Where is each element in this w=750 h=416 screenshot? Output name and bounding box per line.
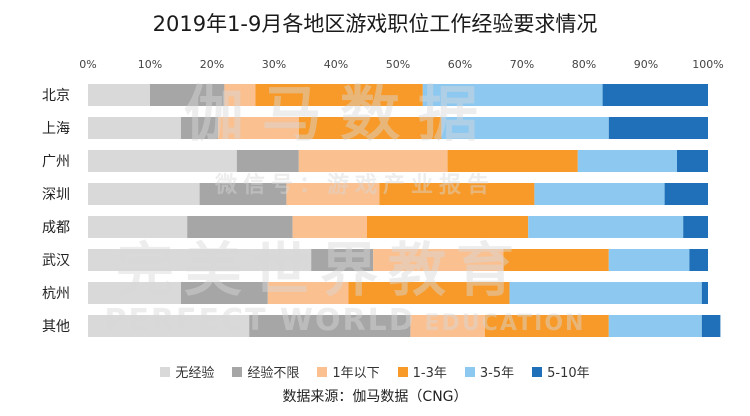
bar-segment — [503, 249, 609, 271]
legend-swatch — [317, 366, 328, 377]
category-label: 深圳 — [42, 187, 70, 203]
bar-segment — [292, 216, 367, 238]
legend-label: 1年以下 — [332, 366, 380, 381]
bar-segment — [88, 249, 312, 271]
x-tick-label: 20% — [200, 58, 224, 71]
legend-item: 1年以下 — [317, 362, 380, 381]
bar-segment — [199, 183, 287, 205]
x-tick-label: 50% — [386, 58, 410, 71]
bar-segment — [218, 117, 299, 139]
category-label: 杭州 — [42, 286, 70, 302]
bar-segment — [422, 84, 603, 106]
bar-segment — [664, 183, 708, 205]
legend-swatch — [232, 366, 243, 377]
bar-segment — [689, 249, 708, 271]
bar-segment — [447, 150, 578, 172]
x-tick-label: 10% — [138, 58, 162, 71]
bar-segment — [528, 216, 684, 238]
x-tick-label: 30% — [262, 58, 286, 71]
x-tick-label: 70% — [510, 58, 534, 71]
bar-segment — [509, 282, 702, 304]
bar-segment — [236, 150, 299, 172]
category-label: 其他 — [42, 319, 70, 335]
bar-segment — [150, 84, 225, 106]
legend-item: 1-3年 — [397, 362, 447, 381]
bar-segment — [249, 315, 411, 337]
chart-legend: 无经验 经验不限 1年以下 1-3年 3-5年 5-10年 — [0, 362, 750, 381]
watermark-text: EDUCATION — [425, 311, 586, 336]
legend-label: 3-5年 — [479, 366, 515, 381]
bar-segment — [348, 282, 510, 304]
category-label: 武汉 — [42, 253, 70, 269]
bar-segment — [181, 282, 268, 304]
bar-segment — [88, 84, 150, 106]
bar-segment — [602, 84, 708, 106]
legend-item: 经验不限 — [232, 362, 299, 381]
bar-segment — [224, 84, 256, 106]
x-tick-label: 60% — [448, 58, 472, 71]
bar-segment — [367, 216, 529, 238]
legend-item: 5-10年 — [532, 362, 590, 381]
bar-segment — [298, 117, 442, 139]
bar-segment — [373, 249, 504, 271]
bar-segment — [311, 249, 374, 271]
bar-segment — [88, 315, 250, 337]
watermark-text: 完美世界教育 — [116, 236, 524, 304]
bar-segment — [255, 84, 423, 106]
legend-item: 无经验 — [160, 362, 214, 381]
legend-label: 无经验 — [175, 366, 215, 381]
bar-segment — [88, 117, 181, 139]
watermark-text: 伽马数据 — [184, 80, 496, 150]
watermark-text: PERFECT WORLD — [104, 303, 415, 338]
source-note: 数据来源：伽马数据（CNG） — [282, 389, 468, 405]
x-tick-label: 0% — [79, 58, 96, 71]
bar-segment — [88, 216, 188, 238]
x-tick-label: 80% — [572, 58, 596, 71]
legend-swatch — [397, 366, 408, 377]
category-label: 广州 — [42, 154, 70, 170]
x-tick-label: 90% — [634, 58, 658, 71]
legend-swatch — [160, 366, 171, 377]
bar-segment — [88, 282, 181, 304]
legend-label: 1-3年 — [412, 366, 447, 381]
bar-segment — [701, 282, 708, 304]
watermark-text: 微信号：游戏产业报告 — [214, 172, 495, 198]
bar-segment — [608, 249, 690, 271]
bar-segment — [441, 117, 609, 139]
bar-segment — [286, 183, 380, 205]
bar-segment — [608, 315, 702, 337]
bar-segment — [298, 150, 448, 172]
category-label: 上海 — [42, 121, 70, 137]
legend-label: 经验不限 — [247, 366, 300, 381]
legend-swatch — [464, 366, 475, 377]
x-tick-label: 100% — [692, 58, 723, 71]
legend-label: 5-10年 — [547, 366, 590, 381]
legend-swatch — [532, 366, 543, 377]
bar-segment — [534, 183, 665, 205]
bar-segment — [484, 315, 609, 337]
bar-segment — [88, 150, 237, 172]
bar-segment — [181, 117, 219, 139]
bar-segment — [267, 282, 349, 304]
category-label: 北京 — [42, 88, 70, 104]
category-label: 成都 — [42, 220, 70, 236]
chart-title: 2019年1-9月各地区游戏职位工作经验要求情况 — [152, 12, 598, 36]
bar-segment — [683, 216, 708, 238]
bar-segment — [410, 315, 485, 337]
bar-segment — [187, 216, 293, 238]
x-tick-label: 40% — [324, 58, 348, 71]
bar-segment — [701, 315, 721, 337]
bar-segment — [577, 150, 677, 172]
bar-segment — [88, 183, 200, 205]
bar-segment — [379, 183, 535, 205]
legend-item: 3-5年 — [464, 362, 515, 381]
bar-segment — [677, 150, 708, 172]
bar-segment — [608, 117, 708, 139]
